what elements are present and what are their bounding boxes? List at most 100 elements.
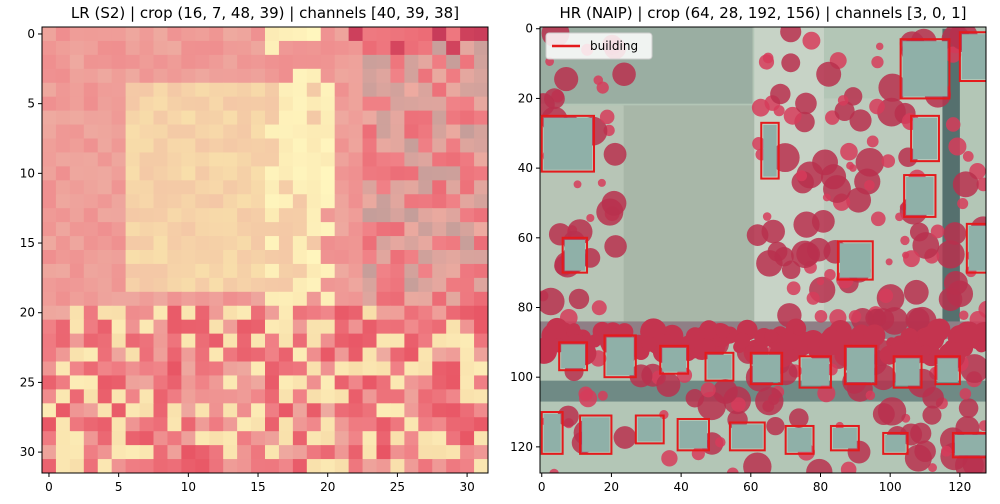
hr-roof [885, 434, 906, 452]
lr-pixel [348, 291, 364, 307]
lr-pixel [125, 124, 141, 140]
lr-pixel [265, 152, 280, 167]
building-box [561, 236, 589, 274]
lr-pixel [97, 110, 113, 126]
lr-pixel [404, 222, 419, 237]
lr-pixel [153, 96, 169, 112]
lr-pixel [153, 110, 169, 126]
lr-pixel [97, 291, 113, 307]
lr-pixel [460, 445, 475, 460]
lr-pixel [306, 194, 322, 209]
lr-pixel [474, 277, 488, 293]
lr-pixel [418, 180, 433, 195]
lr-pixel [223, 445, 238, 460]
lr-pixel [167, 417, 182, 432]
lr-pixel [404, 319, 419, 335]
lr-pixel [42, 375, 57, 390]
hr-x-tick-label: 100 [879, 480, 902, 494]
lr-pixel [69, 431, 85, 446]
lr-pixel [376, 40, 392, 56]
lr-pixel [265, 445, 280, 460]
lr-pixel [390, 445, 405, 460]
lr-pixel [237, 124, 252, 140]
lr-pixel [55, 319, 71, 335]
lr-pixel [390, 389, 405, 404]
lr-pixel [223, 40, 238, 56]
lr-pixel [42, 96, 57, 112]
lr-pixel [139, 27, 155, 42]
lr-pixel [111, 361, 127, 377]
lr-pixel [153, 319, 169, 335]
lr-pixel [278, 124, 294, 140]
lr-pixel [446, 403, 461, 418]
lr-pixel [181, 208, 196, 223]
lr-pixel [69, 68, 85, 84]
lr-pixel [83, 208, 99, 223]
lr-pixel [390, 194, 405, 209]
lr-pixel [320, 40, 336, 56]
lr-pixel [376, 403, 392, 418]
lr-pixel [195, 250, 210, 265]
lr-pixel [223, 375, 238, 390]
hr-tree [955, 415, 980, 441]
lr-pixel [42, 403, 57, 418]
hr-tree [903, 250, 920, 268]
hr-tree [941, 445, 952, 457]
lr-pixel [362, 319, 378, 335]
lr-pixel [167, 403, 182, 418]
lr-pixel [404, 54, 419, 70]
lr-pixel [195, 54, 210, 70]
lr-pixel [181, 250, 196, 265]
lr-pixel [83, 152, 99, 167]
lr-pixel [320, 403, 336, 418]
lr-pixel [362, 250, 378, 265]
lr-pixel [251, 124, 266, 140]
lr-pixel [404, 263, 419, 279]
lr-pixel [42, 445, 57, 460]
lr-pixel [181, 40, 196, 56]
lr-y-tick-label: 25 [20, 375, 35, 389]
lr-pixel [251, 305, 266, 321]
lr-pixel [292, 138, 308, 154]
lr-pixel [42, 347, 57, 363]
lr-pixel [306, 347, 322, 363]
legend: building [545, 32, 653, 60]
hr-title: HR (NAIP) | crop (64, 28, 192, 156) | ch… [560, 4, 967, 22]
hr-tree [865, 390, 876, 401]
lr-pixel [97, 82, 113, 98]
lr-pixel [306, 124, 322, 140]
lr-pixel [446, 194, 461, 209]
lr-pixel [223, 68, 238, 84]
building-box [760, 121, 780, 180]
lr-pixel [153, 236, 169, 251]
hr-tree [806, 458, 833, 473]
lr-pixel [251, 194, 266, 209]
hr-tree [746, 224, 769, 246]
lr-pixel [460, 333, 475, 349]
hr-tree [957, 198, 969, 210]
hr-tree [978, 300, 986, 318]
building-box [910, 114, 940, 163]
hr-tree [715, 324, 730, 339]
lr-pixel [209, 236, 224, 251]
hr-roof [902, 41, 948, 97]
lr-pixel [460, 291, 475, 307]
lr-pixel [97, 152, 113, 167]
lr-pixel [418, 291, 433, 307]
lr-pixel [125, 389, 141, 404]
lr-pixel [306, 319, 322, 335]
lr-pixel [432, 361, 447, 377]
lr-pixel [390, 319, 405, 335]
hr-tree [549, 468, 559, 473]
lr-pixel [125, 319, 141, 335]
lr-pixel [292, 27, 308, 42]
lr-pixel [97, 333, 113, 349]
lr-pixel [278, 459, 294, 473]
lr-pixel [320, 166, 336, 181]
lr-pixel [320, 124, 336, 140]
lr-pixel [69, 138, 85, 154]
lr-pixel [292, 375, 308, 390]
lr-pixel [334, 277, 350, 293]
lr-pixel [362, 27, 378, 42]
lr-pixel [69, 40, 85, 56]
